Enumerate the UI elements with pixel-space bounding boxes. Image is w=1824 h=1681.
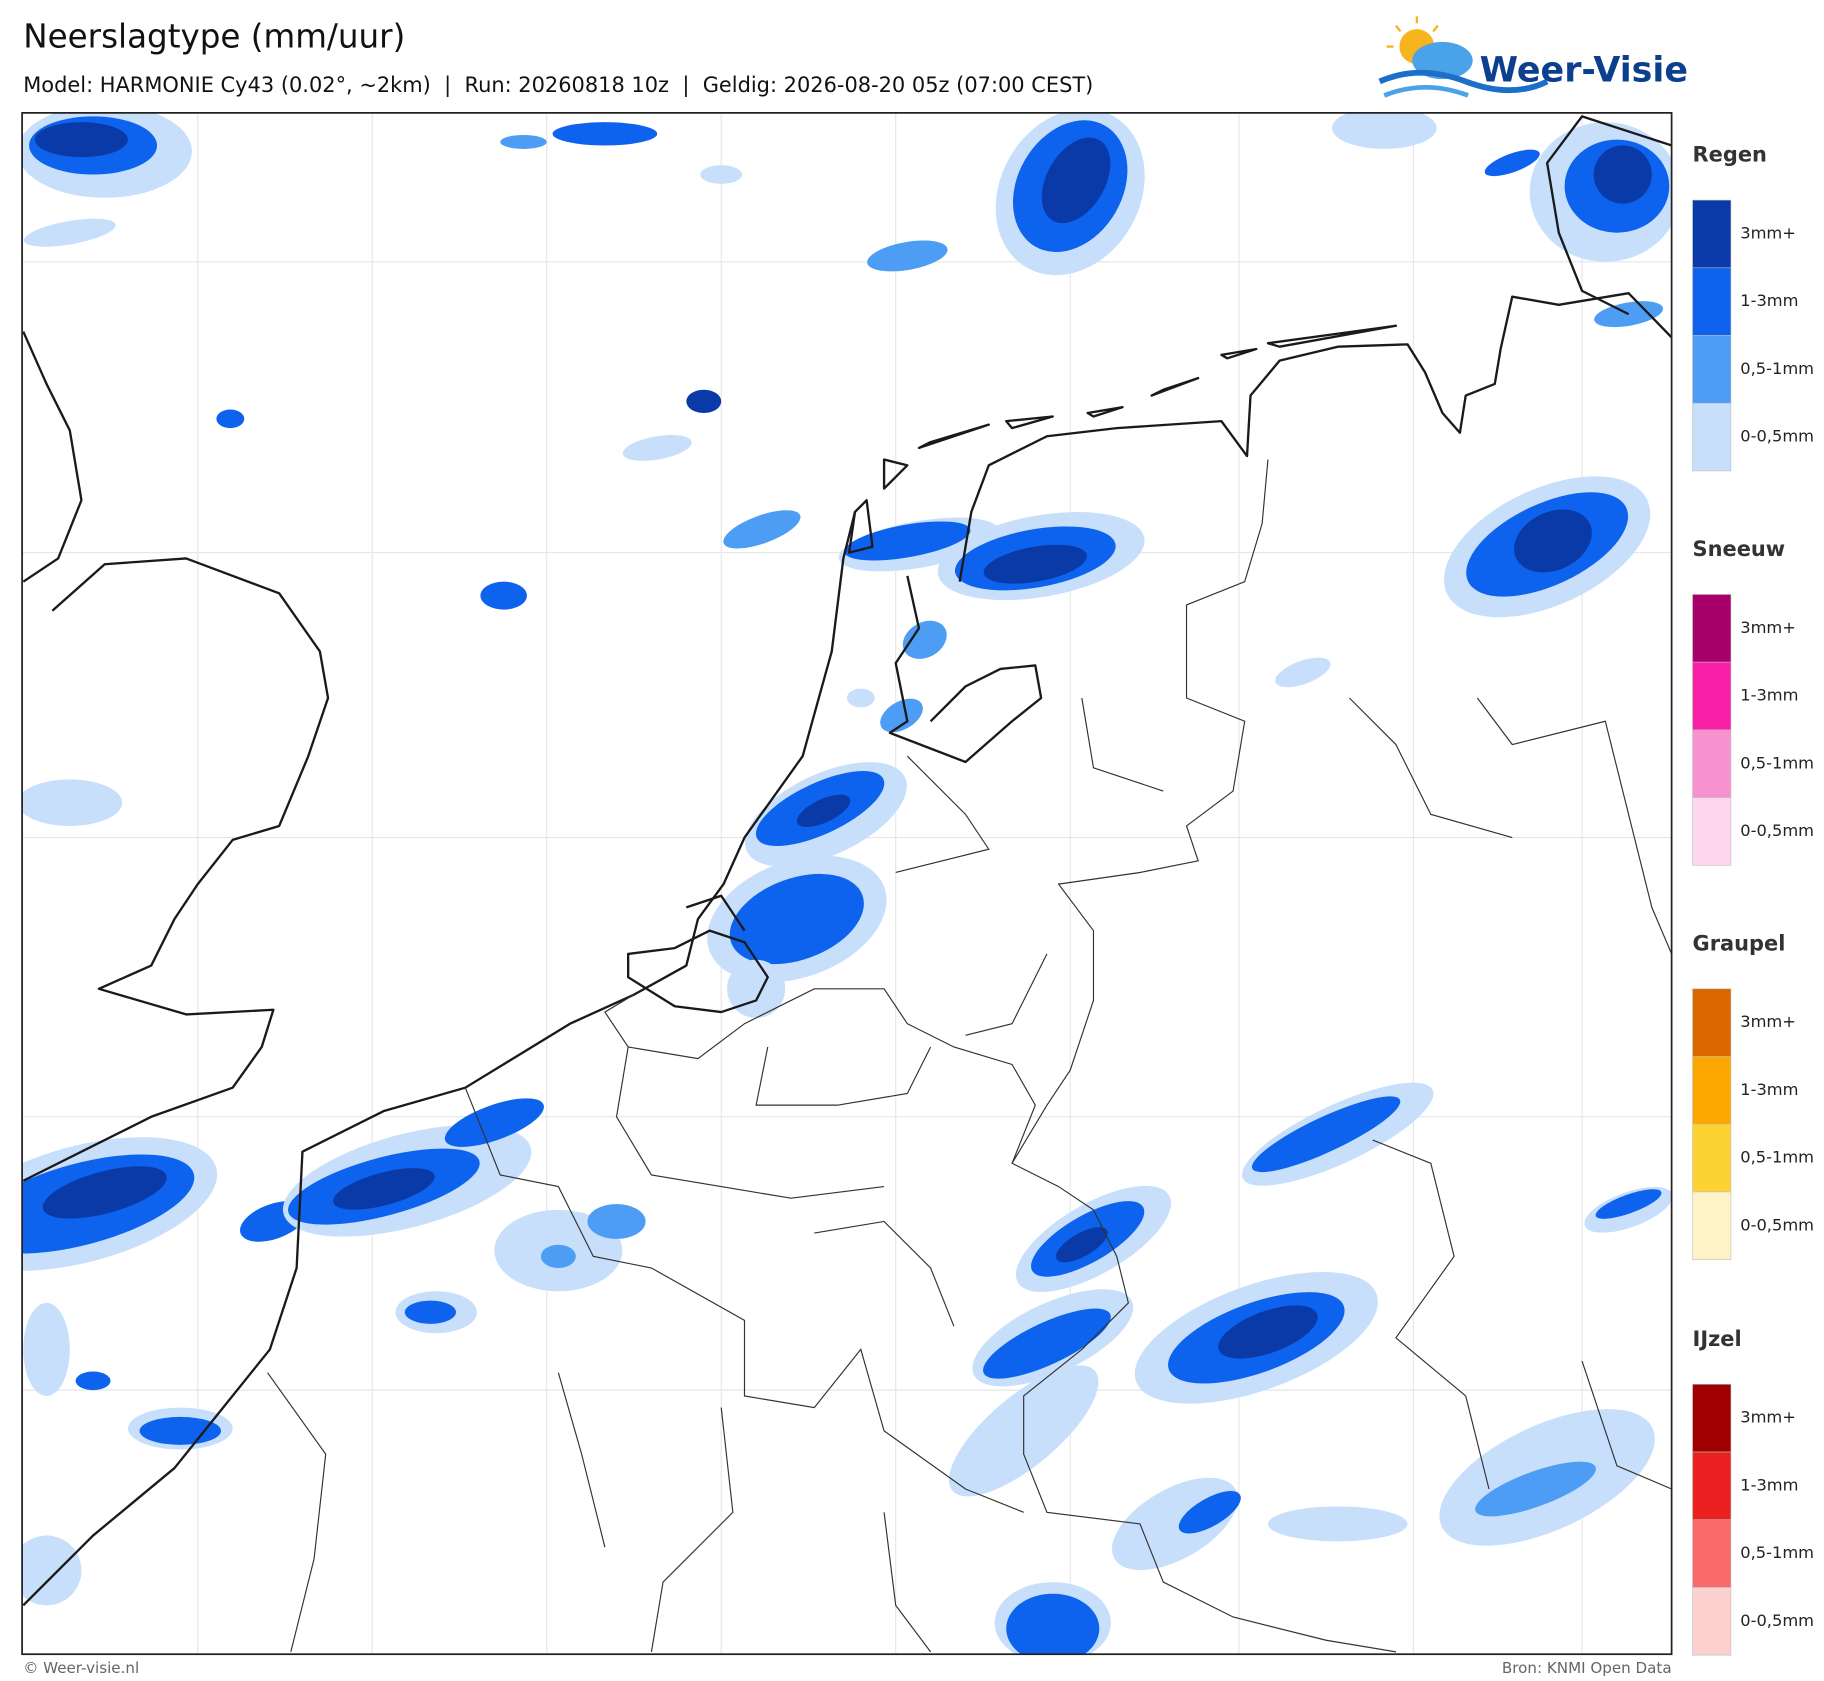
- legend-swatch: [1692, 594, 1732, 663]
- precipitation: [1484, 149, 1540, 177]
- legend-title: IJzel: [1693, 1327, 1742, 1351]
- legend-swatch: [1692, 1451, 1732, 1521]
- legend-label: 0-0,5mm: [1740, 427, 1814, 446]
- precipitation: [216, 409, 245, 429]
- precipitation: [480, 581, 527, 610]
- logo-text: Weer-Visie: [1480, 50, 1688, 90]
- footer-source: Bron: KNMI Open Data: [1502, 1659, 1672, 1677]
- precipitation: [867, 240, 948, 272]
- legend-swatch: [1692, 661, 1732, 731]
- precipitation: [686, 389, 722, 413]
- legend-swatch: [1692, 335, 1732, 404]
- legend-swatch: [1692, 1191, 1732, 1260]
- legend-swatch: [1692, 1123, 1732, 1193]
- subtitle: Model: HARMONIE Cy43 (0.02°, ~2km) | Run…: [23, 73, 1093, 98]
- precipitation: [1475, 1461, 1596, 1517]
- legend-swatch: [1692, 729, 1732, 798]
- legend-label: 1-3mm: [1740, 686, 1798, 705]
- precipitation: [880, 698, 923, 733]
- precipitation: [34, 122, 128, 158]
- precipitation: [1006, 1593, 1100, 1655]
- precipitation: [1055, 1227, 1108, 1263]
- precipitation: [983, 544, 1087, 584]
- map: [21, 112, 1673, 1656]
- legend-title: Regen: [1693, 143, 1767, 167]
- precipitation: [1041, 137, 1111, 224]
- precipitation: [1178, 1491, 1241, 1534]
- legend-label: 3mm+: [1740, 224, 1796, 243]
- legend-label: 0-0,5mm: [1740, 1611, 1814, 1630]
- legend-swatch: [1692, 1519, 1732, 1588]
- precipitation: [844, 521, 971, 561]
- legend-label: 0-0,5mm: [1740, 821, 1814, 840]
- precipitation: [404, 1300, 456, 1324]
- legend-label: 1-3mm: [1740, 1475, 1798, 1494]
- precipitation: [23, 218, 116, 247]
- logo: Weer-Visie: [1378, 16, 1688, 98]
- legend-label: 1-3mm: [1740, 291, 1798, 310]
- precipitation: [846, 688, 875, 708]
- precipitation: [1331, 112, 1437, 149]
- legend-title: Graupel: [1693, 931, 1786, 955]
- precipitation: [902, 620, 947, 659]
- precipitation: [23, 1302, 70, 1396]
- legend-swatch: [1692, 199, 1732, 269]
- precipitation: [75, 1371, 111, 1391]
- legend-label: 3mm+: [1740, 1012, 1796, 1031]
- legend-swatch: [1692, 402, 1732, 472]
- legend-label: 0,5-1mm: [1740, 359, 1814, 378]
- precipitation: [700, 165, 743, 184]
- precipitation: [1595, 1189, 1662, 1219]
- precipitation: [1218, 1305, 1318, 1359]
- precipitation: [1514, 509, 1592, 573]
- footer-credit: © Weer-visie.nl: [23, 1659, 139, 1677]
- legend-label: 0,5-1mm: [1740, 753, 1814, 772]
- precipitation: [22, 779, 123, 826]
- precipitation: [444, 1098, 544, 1147]
- legend-swatch: [1692, 1056, 1732, 1125]
- precipitation: [796, 794, 851, 828]
- precipitation: [587, 1204, 646, 1239]
- legend-label: 3mm+: [1740, 618, 1796, 637]
- precipitation: [1111, 1477, 1238, 1571]
- precipitation: [1267, 1506, 1408, 1542]
- legend-label: 1-3mm: [1740, 1080, 1798, 1099]
- precipitation: [723, 510, 801, 549]
- map-frame: [21, 112, 1673, 1656]
- legend: Regen 3mm+ 1-3mm 0,5-1mm 0-0,5mm Sneeuw 3mm+ 1-…: [1692, 143, 1814, 1656]
- legend-swatch: [1692, 1587, 1732, 1656]
- legend-swatch: [1692, 988, 1732, 1057]
- precipitation: [500, 134, 547, 149]
- legend-swatch: [1692, 1384, 1732, 1453]
- precipitation: [552, 122, 658, 146]
- precipitation: [983, 1308, 1111, 1379]
- legend-label: 3mm+: [1740, 1408, 1796, 1427]
- precipitation: [729, 873, 864, 965]
- title: Neerslagtype (mm/uur): [23, 18, 405, 56]
- legend-label: 0,5-1mm: [1740, 1543, 1814, 1562]
- precipitation: [1593, 145, 1652, 204]
- precipitation: [1275, 657, 1331, 688]
- precipitation: [42, 1166, 167, 1219]
- precipitation: [540, 1244, 576, 1268]
- precipitation: [727, 959, 786, 1018]
- legend-label: 0,5-1mm: [1740, 1148, 1814, 1167]
- precipitation: [22, 1535, 82, 1606]
- precipitation: [139, 1416, 222, 1445]
- legend-swatch: [1692, 797, 1732, 866]
- precipitation: [333, 1168, 435, 1210]
- legend-swatch: [1692, 267, 1732, 336]
- precipitation: [622, 434, 692, 461]
- legend-label: 0-0,5mm: [1740, 1215, 1814, 1234]
- legend-title: Sneeuw: [1693, 537, 1786, 561]
- precipitation: [1251, 1096, 1401, 1173]
